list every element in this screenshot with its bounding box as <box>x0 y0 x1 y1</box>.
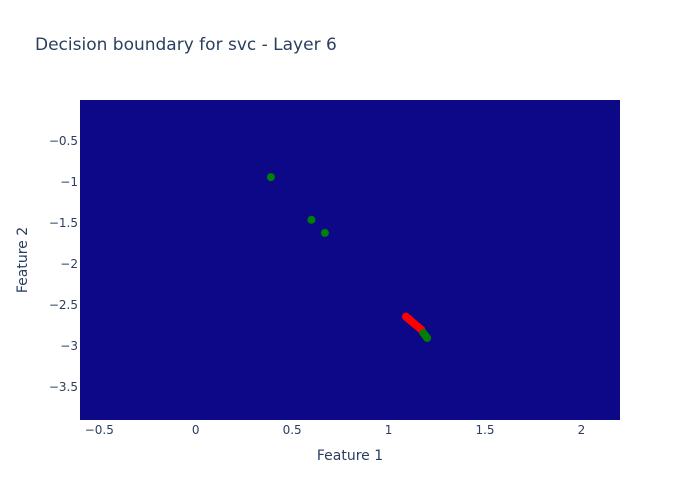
plot-area <box>80 100 620 420</box>
scatter-point[interactable] <box>307 215 316 224</box>
x-axis-ticks: −0.5 0 0.5 1 1.5 2 <box>85 423 586 437</box>
y-tick-label: −2 <box>60 257 78 271</box>
y-axis-ticks: −0.5 −1 −1.5 −2 −2.5 −3 −3.5 <box>49 134 78 394</box>
y-tick-label: −2.5 <box>49 298 78 312</box>
x-tick-label: 1 <box>385 423 393 437</box>
data-points <box>266 173 432 342</box>
scatter-point[interactable] <box>266 173 275 182</box>
y-tick-label: −3.5 <box>49 380 78 394</box>
x-tick-label: 0.5 <box>283 423 302 437</box>
y-axis-label: Feature 2 <box>15 227 31 293</box>
x-axis-label: Feature 1 <box>317 448 383 464</box>
y-tick-label: −1.5 <box>49 216 78 230</box>
y-tick-label: −1 <box>60 175 78 189</box>
x-tick-label: 0 <box>192 423 200 437</box>
x-tick-label: 2 <box>578 423 586 437</box>
y-tick-label: −3 <box>60 339 78 353</box>
x-tick-label: 1.5 <box>475 423 494 437</box>
x-tick-label: −0.5 <box>85 423 114 437</box>
y-tick-label: −0.5 <box>49 134 78 148</box>
scatter-point[interactable] <box>320 228 329 237</box>
chart-title: Decision boundary for svc - Layer 6 <box>35 35 337 55</box>
scatter-point[interactable] <box>423 333 432 342</box>
